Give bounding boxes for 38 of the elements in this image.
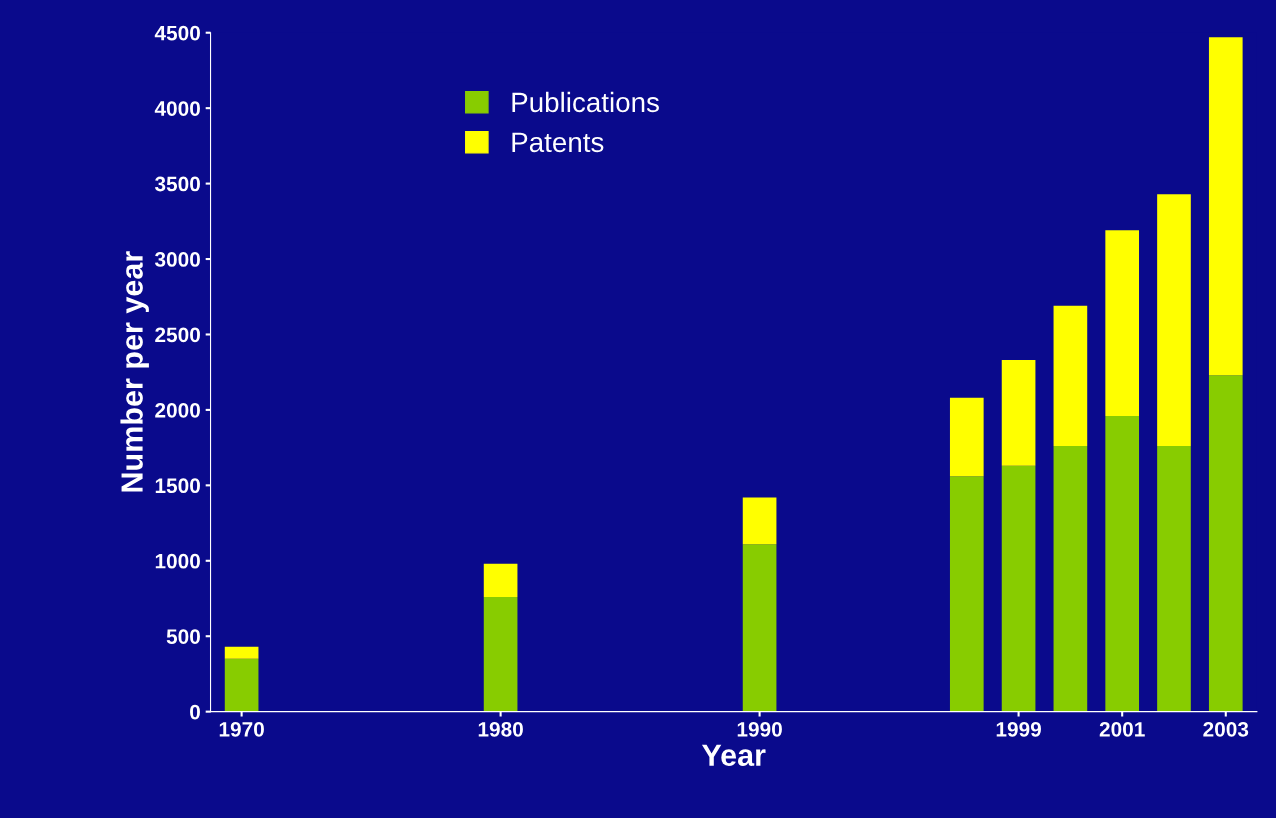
legend-label: Publications <box>512 91 659 113</box>
x-tick-label: 2001 <box>1099 721 1145 737</box>
bar <box>1053 305 1088 447</box>
bar <box>1053 446 1088 712</box>
bar <box>1105 230 1140 416</box>
bar <box>483 596 518 712</box>
y-tick-label: 0 <box>190 704 200 720</box>
bar <box>483 563 518 597</box>
bar <box>1157 194 1191 447</box>
bar <box>1208 37 1243 376</box>
y-axis-title: Number per year <box>120 251 149 492</box>
x-tick-label: 1970 <box>219 721 264 737</box>
x-tick-label: 2003 <box>1203 721 1249 737</box>
y-tick-label: 3000 <box>154 252 200 267</box>
bar <box>742 497 777 545</box>
y-tick-label: 4500 <box>154 25 200 41</box>
bar <box>1001 465 1036 712</box>
bar <box>949 397 984 477</box>
bar <box>1208 375 1243 712</box>
bar <box>1001 360 1036 466</box>
x-tick-label: 1990 <box>737 721 782 737</box>
bar <box>742 544 777 712</box>
y-tick-label: 1500 <box>155 478 200 494</box>
bar <box>949 476 984 712</box>
x-tick-label: 1999 <box>996 721 1041 737</box>
bar <box>224 658 259 712</box>
bar <box>1105 415 1140 712</box>
y-tick-label: 500 <box>166 629 200 644</box>
y-tick-label: 2000 <box>155 402 200 418</box>
y-tick-label: 3500 <box>154 176 200 192</box>
x-axis-title: Year <box>701 744 766 767</box>
bar <box>224 646 259 659</box>
y-tick-label: 2500 <box>155 327 200 343</box>
x-tick-label: 1980 <box>478 721 523 737</box>
bar <box>1157 446 1191 712</box>
y-tick-label: 4000 <box>154 101 200 116</box>
y-tick-label: 1000 <box>155 553 200 569</box>
legend-label: Patents <box>512 132 604 153</box>
